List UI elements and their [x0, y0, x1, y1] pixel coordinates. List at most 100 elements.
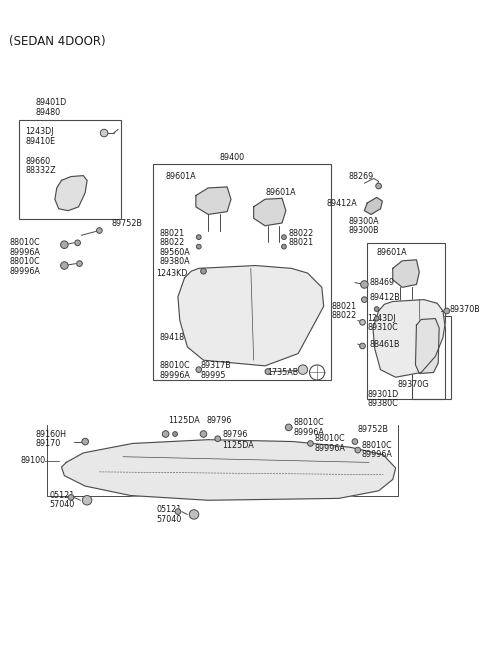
Circle shape — [298, 365, 308, 375]
Polygon shape — [416, 319, 439, 373]
Circle shape — [308, 441, 313, 446]
Text: 57040: 57040 — [156, 515, 181, 523]
Circle shape — [444, 308, 450, 314]
Text: 89660: 89660 — [25, 157, 51, 166]
Polygon shape — [393, 260, 420, 287]
Text: 89412A: 89412A — [326, 199, 357, 207]
Text: 89400: 89400 — [219, 153, 244, 162]
Polygon shape — [196, 187, 231, 215]
Text: 89996A: 89996A — [361, 450, 393, 459]
Circle shape — [100, 129, 108, 137]
Circle shape — [201, 268, 206, 274]
Text: 89996A: 89996A — [10, 267, 40, 276]
Text: 88022: 88022 — [288, 229, 314, 238]
Text: 88022: 88022 — [159, 238, 184, 247]
Text: 89796: 89796 — [222, 430, 248, 438]
Circle shape — [374, 307, 379, 312]
Text: 89601A: 89601A — [166, 172, 196, 181]
Circle shape — [200, 431, 207, 438]
Circle shape — [196, 367, 202, 373]
Text: 89380C: 89380C — [367, 400, 398, 408]
Text: 05121: 05121 — [49, 491, 74, 500]
Circle shape — [265, 369, 271, 375]
Circle shape — [196, 235, 201, 239]
Text: 89310C: 89310C — [367, 323, 398, 333]
Circle shape — [77, 261, 83, 266]
Text: 88469: 88469 — [369, 278, 394, 287]
Bar — [227, 330, 293, 351]
Text: 89410E: 89410E — [25, 137, 56, 146]
Text: 88021: 88021 — [331, 302, 356, 311]
Circle shape — [189, 510, 199, 519]
Text: 89995: 89995 — [201, 371, 226, 380]
Text: 88022: 88022 — [331, 311, 357, 320]
Text: 88332Z: 88332Z — [25, 167, 56, 175]
Text: 89370G: 89370G — [397, 380, 429, 389]
Circle shape — [83, 495, 92, 505]
Text: 89796: 89796 — [206, 417, 232, 425]
Text: 89996A: 89996A — [314, 443, 345, 453]
Circle shape — [376, 183, 382, 189]
Circle shape — [96, 228, 102, 234]
Text: 88021: 88021 — [288, 238, 314, 247]
Text: 88010C: 88010C — [10, 238, 40, 247]
Text: 89370B: 89370B — [450, 304, 480, 314]
Bar — [153, 164, 331, 380]
Text: 89317B: 89317B — [201, 361, 231, 371]
Text: 1243KD: 1243KD — [156, 268, 188, 277]
Circle shape — [360, 319, 365, 325]
Text: 89601A: 89601A — [265, 188, 296, 197]
Text: 89401D: 89401D — [36, 98, 67, 107]
Circle shape — [282, 244, 286, 249]
Text: 1243DJ: 1243DJ — [367, 314, 396, 323]
Circle shape — [175, 509, 181, 514]
Polygon shape — [253, 198, 286, 226]
Circle shape — [360, 343, 365, 349]
Text: 89300A: 89300A — [348, 216, 379, 226]
Text: 1243DJ: 1243DJ — [25, 127, 54, 136]
Text: 88461B: 88461B — [369, 340, 400, 348]
Circle shape — [374, 316, 379, 321]
Circle shape — [60, 262, 68, 270]
Text: 89300B: 89300B — [348, 226, 379, 235]
Text: 88010C: 88010C — [159, 361, 190, 371]
Circle shape — [162, 431, 169, 438]
Circle shape — [360, 281, 368, 288]
Circle shape — [285, 424, 292, 431]
Text: 89752B: 89752B — [112, 219, 143, 228]
Text: 89100: 89100 — [21, 456, 46, 465]
Text: 88269: 88269 — [348, 172, 373, 181]
Circle shape — [361, 297, 367, 302]
Polygon shape — [373, 300, 445, 377]
Text: 89412B: 89412B — [369, 293, 400, 302]
Circle shape — [282, 235, 286, 239]
Bar — [367, 243, 445, 399]
Text: 88010C: 88010C — [293, 418, 324, 427]
Text: 1125DA: 1125DA — [168, 417, 200, 425]
Circle shape — [173, 432, 178, 436]
Text: (SEDAN 4DOOR): (SEDAN 4DOOR) — [10, 35, 106, 48]
Circle shape — [215, 436, 220, 441]
Text: 88021: 88021 — [159, 229, 184, 238]
Polygon shape — [364, 197, 383, 215]
Polygon shape — [61, 440, 396, 501]
Circle shape — [82, 438, 88, 445]
Text: 89301D: 89301D — [367, 390, 398, 399]
Text: 89601A: 89601A — [377, 248, 408, 256]
Text: 89752B: 89752B — [358, 425, 389, 434]
Circle shape — [355, 447, 360, 453]
Text: 05121: 05121 — [156, 505, 181, 514]
Text: 89996A: 89996A — [10, 248, 40, 256]
Bar — [19, 120, 121, 219]
Text: 89480: 89480 — [36, 108, 61, 117]
Bar — [412, 316, 452, 399]
Text: 89160H: 89160H — [36, 430, 67, 438]
Text: 88010C: 88010C — [314, 434, 345, 443]
Circle shape — [75, 240, 81, 245]
Circle shape — [68, 495, 74, 501]
Text: 89170: 89170 — [36, 439, 61, 448]
Text: 89380A: 89380A — [159, 257, 190, 266]
Polygon shape — [178, 266, 324, 366]
Text: 89560A: 89560A — [159, 248, 190, 256]
Circle shape — [352, 439, 358, 444]
